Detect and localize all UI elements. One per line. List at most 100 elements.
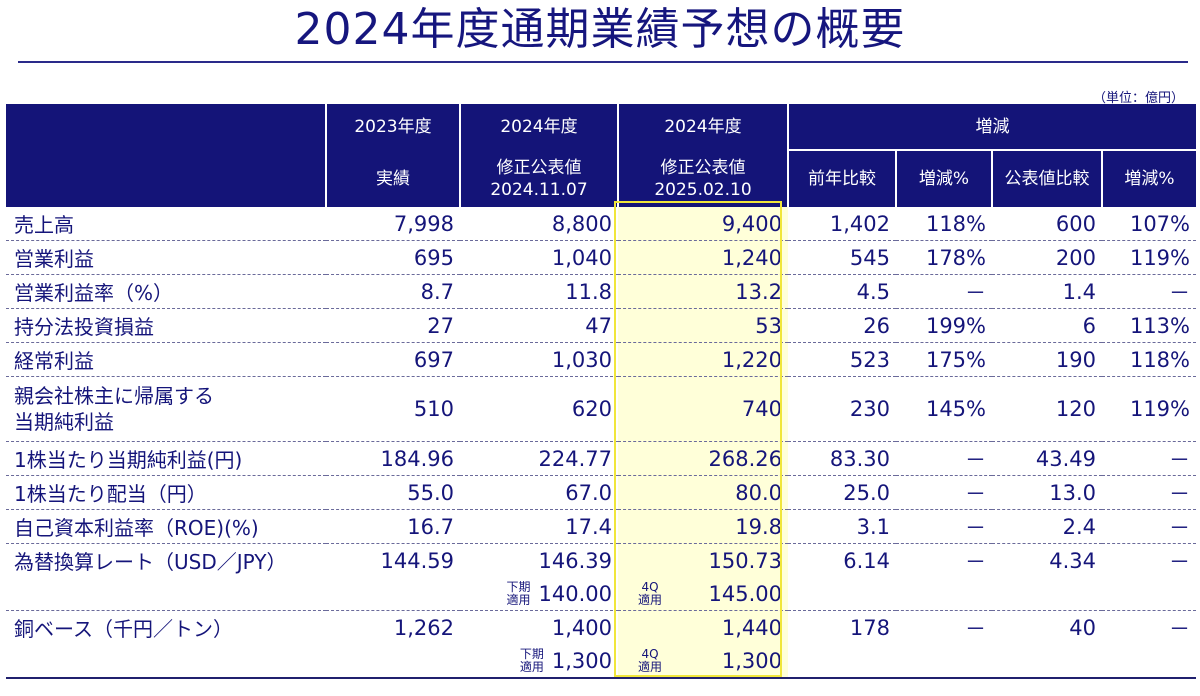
cell-2024-0210-sub: 4Q 適用 1,300: [618, 644, 788, 679]
row-label-empty: [6, 577, 326, 611]
cell-2023-empty: [326, 644, 460, 679]
applied-value: 145.00: [708, 581, 782, 606]
title-underline: [18, 61, 1188, 63]
cell-empty: [896, 644, 992, 679]
cell-vs-pct: 119%: [1102, 240, 1196, 275]
row-label: 1株当たり配当（円）: [6, 475, 326, 510]
cell-empty: [992, 577, 1102, 611]
cell-2023: 144.59: [380, 548, 454, 573]
cell-2024-0210: 1,240: [618, 240, 788, 275]
header-2024-1107-bottom: 修正公表値 2024.11.07: [459, 150, 618, 207]
cell-2024-0210: 740: [618, 376, 788, 442]
cell-2024-1107: 67.0: [460, 475, 618, 510]
cell-empty: [992, 644, 1102, 679]
cell-yoy-pct: －: [896, 509, 992, 544]
header-2023-top: 2023年度: [325, 104, 460, 150]
cell-2024-1107-sub: 下期 適用 140.00: [460, 577, 618, 611]
forecast-table: 2023年度 2024年度 2024年度 増減 実績 修正公表値 2024.11.…: [6, 104, 1196, 679]
row-label: 売上高: [6, 207, 326, 241]
row-label-empty: [6, 644, 326, 679]
cell-vs-pct: 119%: [1102, 376, 1196, 442]
cell-yoy: 178: [849, 615, 890, 640]
cell-2023: 697: [326, 342, 460, 377]
table-row: 営業利益 695 1,040 1,240 545 178% 200 119%: [6, 240, 1196, 275]
cell-vs-pct: －: [1169, 549, 1190, 574]
cell-vs-pct: 118%: [1102, 342, 1196, 377]
cell-yoy: 6.14: [843, 548, 890, 573]
cell-yoy-pct: －: [896, 441, 992, 476]
applied-tag: 下期 適用: [506, 579, 531, 607]
cell-2024-0210-sub: 4Q 適用 145.00: [618, 577, 788, 611]
table-row: 為替換算レート（USD／JPY） 144.59 146.39 150.73 6.…: [6, 543, 1196, 577]
cell-yoy: 545: [788, 240, 896, 275]
header-2024-0210-bottom: 修正公表値 2025.02.10: [617, 150, 788, 207]
cell-vs: 40: [1069, 615, 1096, 640]
cell-yoy-pct: －: [896, 274, 992, 309]
cell-vs: 4.34: [1049, 548, 1096, 573]
cell-vs: 2.4: [992, 509, 1102, 544]
cell-2024-0210: 268.26: [618, 441, 788, 476]
cell-yoy: 26: [788, 308, 896, 343]
applied-tag: 4Q 適用: [638, 579, 663, 607]
cell-2023-empty: [326, 577, 460, 611]
table-row: 親会社株主に帰属する 当期純利益 510 620 740 230 145% 120…: [6, 376, 1196, 442]
cell-2024-1107-sub: 下期 適用 1,300: [460, 644, 618, 679]
cell-2023: 695: [326, 240, 460, 275]
row-label: 営業利益率（%）: [6, 274, 326, 309]
cell-2024-0210: 19.8: [618, 509, 788, 544]
cell-2024-0210: 53: [618, 308, 788, 343]
cell-vs-pct: －: [1169, 616, 1190, 641]
cell-yoy: 25.0: [788, 475, 896, 510]
cell-empty: [1102, 577, 1196, 611]
row-label: 持分法投資損益: [6, 308, 326, 343]
cell-vs: 43.49: [992, 441, 1102, 476]
row-label: 1株当たり当期純利益(円): [6, 441, 326, 476]
table-row: 1株当たり配当（円） 55.0 67.0 80.0 25.0 － 13.0 －: [6, 475, 1196, 510]
cell-2023: 55.0: [326, 475, 460, 510]
cell-yoy: 523: [788, 342, 896, 377]
cell-empty: [788, 577, 896, 611]
cell-yoy-pct: －: [965, 549, 986, 574]
header-change-group: 増減: [787, 104, 1196, 151]
cell-vs-pct: －: [1102, 441, 1196, 476]
cell-yoy: 230: [788, 376, 896, 442]
applied-tag: 4Q 適用: [638, 646, 663, 674]
row-label: 親会社株主に帰属する 当期純利益: [6, 376, 326, 442]
cell-vs: 120: [992, 376, 1102, 442]
cell-yoy: 1,402: [788, 207, 896, 241]
applied-value: 1,300: [721, 648, 782, 673]
row-label: 為替換算レート（USD／JPY）: [14, 550, 287, 574]
cell-2024-0210: 13.2: [618, 274, 788, 309]
table-row: 銅ベース（千円／トン） 1,262 1,400 1,440 178 － 40 －: [6, 610, 1196, 644]
cell-2024-0210: 1,440: [618, 610, 788, 644]
cell-2024-1107: 224.77: [460, 441, 618, 476]
cell-vs-pct: －: [1102, 509, 1196, 544]
row-label: 銅ベース（千円／トン）: [14, 617, 233, 641]
cell-2023: 510: [326, 376, 460, 442]
unit-note: （単位：億円）: [1092, 91, 1184, 106]
header-vs-forecast: 公表値比較: [991, 150, 1102, 207]
cell-yoy-pct: 175%: [896, 342, 992, 377]
applied-tag: 下期 適用: [519, 646, 544, 674]
applied-value: 140.00: [538, 581, 612, 606]
header-2024-1107-top: 2024年度: [459, 104, 618, 150]
row-label: 営業利益: [6, 240, 326, 275]
cell-2024-1107: 17.4: [460, 509, 618, 544]
cell-2024-0210: 80.0: [618, 475, 788, 510]
cell-2024-1107: 1,030: [460, 342, 618, 377]
cell-vs-pct: －: [1102, 475, 1196, 510]
cell-2024-1107: 620: [460, 376, 618, 442]
cell-2024-0210: 1,220: [618, 342, 788, 377]
cell-vs: 200: [992, 240, 1102, 275]
cell-vs-pct: 113%: [1102, 308, 1196, 343]
header-2023-bottom: 実績: [325, 150, 460, 207]
cell-yoy-pct: 145%: [896, 376, 992, 442]
cell-vs: 190: [992, 342, 1102, 377]
header-2024-0210-top: 2024年度: [617, 104, 788, 150]
table-row: 1株当たり当期純利益(円) 184.96 224.77 268.26 83.30…: [6, 441, 1196, 476]
cell-empty: [1102, 644, 1196, 679]
cell-yoy-pct: －: [965, 616, 986, 641]
cell-2023: 27: [326, 308, 460, 343]
table-row: 売上高 7,998 8,800 9,400 1,402 118% 600 107…: [6, 207, 1196, 241]
cell-2024-1107: 8,800: [460, 207, 618, 241]
